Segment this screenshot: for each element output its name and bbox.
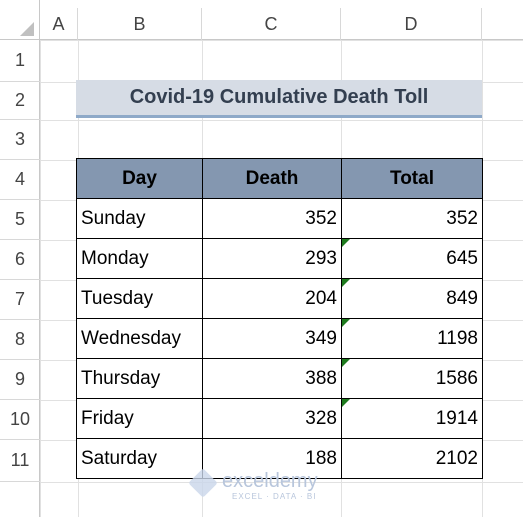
table-header-cell: Day	[76, 158, 203, 199]
row-header[interactable]: 7	[0, 280, 40, 320]
table-cell[interactable]: 293	[202, 238, 342, 279]
grid-line	[40, 40, 523, 41]
watermark-name: exceldemy	[222, 470, 318, 492]
table-cell[interactable]: 352	[341, 198, 483, 239]
table-cell[interactable]: 1586	[341, 358, 483, 399]
error-indicator	[342, 319, 350, 327]
table-cell[interactable]: 2102	[341, 438, 483, 479]
grid-line	[40, 40, 41, 517]
table-cell[interactable]: Monday	[76, 238, 203, 279]
row-header[interactable]: 5	[0, 200, 40, 240]
column-header[interactable]: A	[40, 8, 78, 40]
table-cell[interactable]: Sunday	[76, 198, 203, 239]
table-cell[interactable]: Thursday	[76, 358, 203, 399]
table-cell[interactable]: 645	[341, 238, 483, 279]
column-header[interactable]: B	[78, 8, 202, 40]
table-cell[interactable]: 204	[202, 278, 342, 319]
grid-line	[40, 120, 523, 121]
table-cell[interactable]: 388	[202, 358, 342, 399]
column-header[interactable]: D	[341, 8, 482, 40]
error-indicator	[342, 399, 350, 407]
table-cell[interactable]: Tuesday	[76, 278, 203, 319]
table-cell[interactable]: 188	[202, 438, 342, 479]
column-header-bar	[0, 0, 523, 40]
table-cell[interactable]: Wednesday	[76, 318, 203, 359]
column-header[interactable]: C	[202, 8, 341, 40]
title-cell: Covid-19 Cumulative Death Toll	[76, 80, 482, 118]
row-header-bar	[0, 0, 40, 517]
table-cell[interactable]: 349	[202, 318, 342, 359]
table-cell[interactable]: Friday	[76, 398, 203, 439]
error-indicator	[342, 359, 350, 367]
row-header[interactable]: 4	[0, 160, 40, 200]
row-header[interactable]: 2	[0, 82, 40, 120]
table-cell[interactable]: 352	[202, 198, 342, 239]
table-cell[interactable]: Saturday	[76, 438, 203, 479]
row-header[interactable]: 8	[0, 320, 40, 360]
grid-line	[40, 482, 523, 483]
row-header[interactable]: 6	[0, 240, 40, 280]
table-cell[interactable]: 849	[341, 278, 483, 319]
table-header-cell: Death	[202, 158, 342, 199]
table-cell[interactable]: 1914	[341, 398, 483, 439]
watermark-tagline: EXCEL · DATA · BI	[232, 492, 317, 501]
row-header[interactable]: 9	[0, 360, 40, 400]
row-header[interactable]: 3	[0, 120, 40, 160]
error-indicator	[342, 279, 350, 287]
table-header-cell: Total	[341, 158, 483, 199]
row-header[interactable]: 1	[0, 40, 40, 82]
table-cell[interactable]: 328	[202, 398, 342, 439]
row-header[interactable]: 10	[0, 400, 40, 440]
row-header[interactable]: 11	[0, 440, 40, 482]
table-cell[interactable]: 1198	[341, 318, 483, 359]
select-all[interactable]	[20, 22, 36, 38]
error-indicator	[342, 239, 350, 247]
